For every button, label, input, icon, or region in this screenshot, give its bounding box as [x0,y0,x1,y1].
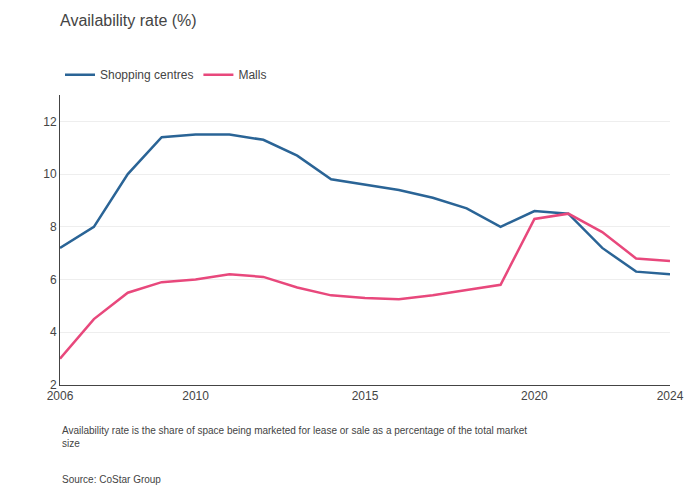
svg-text:Source: CoStar Group: Source: CoStar Group [62,474,161,485]
svg-text:6: 6 [50,273,57,287]
svg-text:8: 8 [50,220,57,234]
svg-text:Availability rate is the share: Availability rate is the share of space … [62,425,527,449]
svg-text:2015: 2015 [352,389,379,403]
svg-text:4: 4 [50,325,57,339]
svg-text:Malls: Malls [238,68,266,82]
svg-text:2024: 2024 [657,389,684,403]
svg-text:10: 10 [43,167,57,181]
svg-text:2010: 2010 [182,389,209,403]
svg-text:Shopping centres: Shopping centres [100,68,193,82]
svg-text:Availability rate (%): Availability rate (%) [60,12,197,29]
svg-text:2020: 2020 [521,389,548,403]
svg-text:2: 2 [50,378,57,392]
svg-text:12: 12 [43,115,57,129]
svg-text:2006: 2006 [47,389,74,403]
